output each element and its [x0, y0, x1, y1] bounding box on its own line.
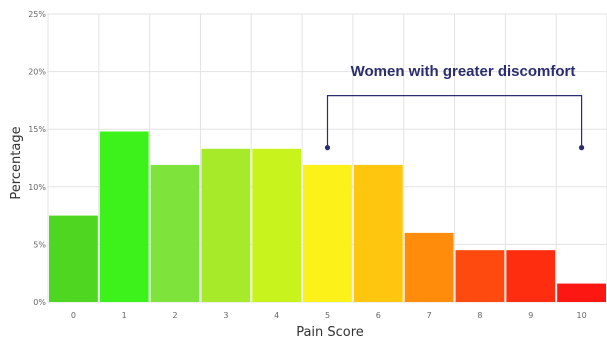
y-axis-label: Percentage [9, 126, 24, 199]
x-tick-label: 5 [325, 311, 330, 320]
bar-10 [557, 283, 606, 302]
y-tick-label: 0% [33, 298, 46, 307]
annotation-bracket: Women with greater discomfort [324, 63, 585, 151]
x-tick-label: 9 [528, 311, 533, 320]
bar-9 [506, 250, 556, 302]
y-tick-label: 25% [28, 10, 46, 19]
x-axis-label: Pain Score [296, 325, 364, 340]
x-tick-label: 10 [576, 311, 586, 320]
y-axis-ticks: 0% 5% 10% 15% 20% 25% [28, 10, 46, 307]
y-tick-label: 5% [33, 240, 46, 249]
bar-4 [252, 148, 302, 302]
y-tick-label: 10% [28, 183, 46, 192]
x-axis-ticks: 0 1 2 3 4 5 6 7 8 9 10 [71, 311, 587, 320]
bar-2 [150, 164, 200, 302]
bar-6 [353, 164, 403, 302]
bar-1 [99, 131, 149, 302]
x-tick-label: 2 [172, 311, 177, 320]
bar-7 [404, 232, 454, 302]
annotation-bracket-line [326, 94, 583, 148]
annotation-dot-start [324, 145, 331, 151]
y-tick-label: 20% [28, 68, 46, 77]
x-tick-label: 7 [427, 311, 432, 320]
annotation-label: Women with greater discomfort [351, 63, 576, 80]
chart-bars [49, 131, 606, 302]
x-tick-label: 1 [122, 311, 127, 320]
y-tick-label: 15% [28, 125, 46, 134]
bar-8 [455, 250, 505, 302]
bar-3 [201, 148, 251, 302]
annotation-dot-end [578, 145, 585, 151]
bar-5 [303, 164, 352, 302]
x-tick-label: 3 [223, 311, 228, 320]
x-tick-label: 4 [274, 311, 279, 320]
x-tick-label: 8 [477, 311, 482, 320]
x-tick-label: 6 [376, 311, 381, 320]
bar-0 [49, 215, 98, 302]
x-tick-label: 0 [71, 311, 76, 320]
